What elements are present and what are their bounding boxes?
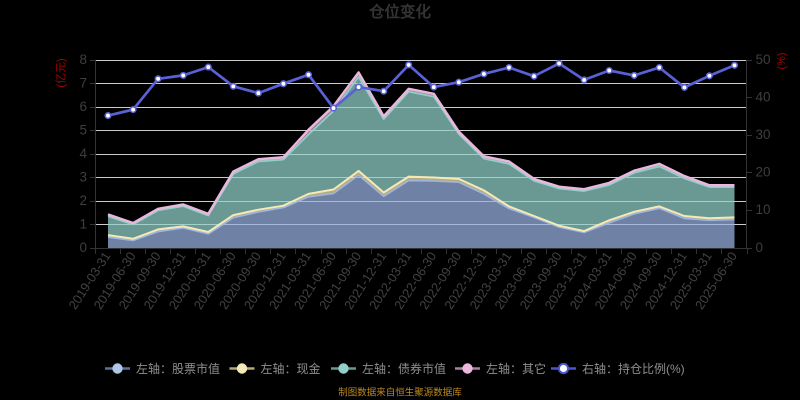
svg-text:8: 8 <box>79 52 87 67</box>
svg-text:4: 4 <box>79 146 87 161</box>
svg-text:0: 0 <box>79 240 87 255</box>
svg-text:10: 10 <box>756 202 771 217</box>
svg-text:仓位变化: 仓位变化 <box>368 2 432 21</box>
svg-text:左轴：债券市值: 左轴：债券市值 <box>362 361 446 376</box>
svg-text:左轴：现金: 左轴：现金 <box>261 361 321 376</box>
svg-text:1: 1 <box>79 216 87 231</box>
svg-text:40: 40 <box>756 89 771 104</box>
svg-text:7: 7 <box>79 75 87 90</box>
svg-text:6: 6 <box>79 99 87 114</box>
svg-text:30: 30 <box>756 127 771 142</box>
svg-text:(%): (%) <box>776 52 788 69</box>
svg-text:右轴：持仓比例(%): 右轴：持仓比例(%) <box>582 361 685 376</box>
svg-text:(亿元): (亿元) <box>55 58 68 87</box>
svg-text:制图数据来自恒生聚源数据库: 制图数据来自恒生聚源数据库 <box>338 387 462 399</box>
svg-text:5: 5 <box>79 122 87 137</box>
svg-text:2: 2 <box>79 193 87 208</box>
svg-text:0: 0 <box>756 240 764 255</box>
svg-text:50: 50 <box>756 52 771 67</box>
svg-text:左轴：股票市值: 左轴：股票市值 <box>136 361 220 376</box>
svg-text:3: 3 <box>79 169 87 184</box>
svg-text:左轴：其它: 左轴：其它 <box>486 361 546 376</box>
svg-text:20: 20 <box>756 165 771 180</box>
